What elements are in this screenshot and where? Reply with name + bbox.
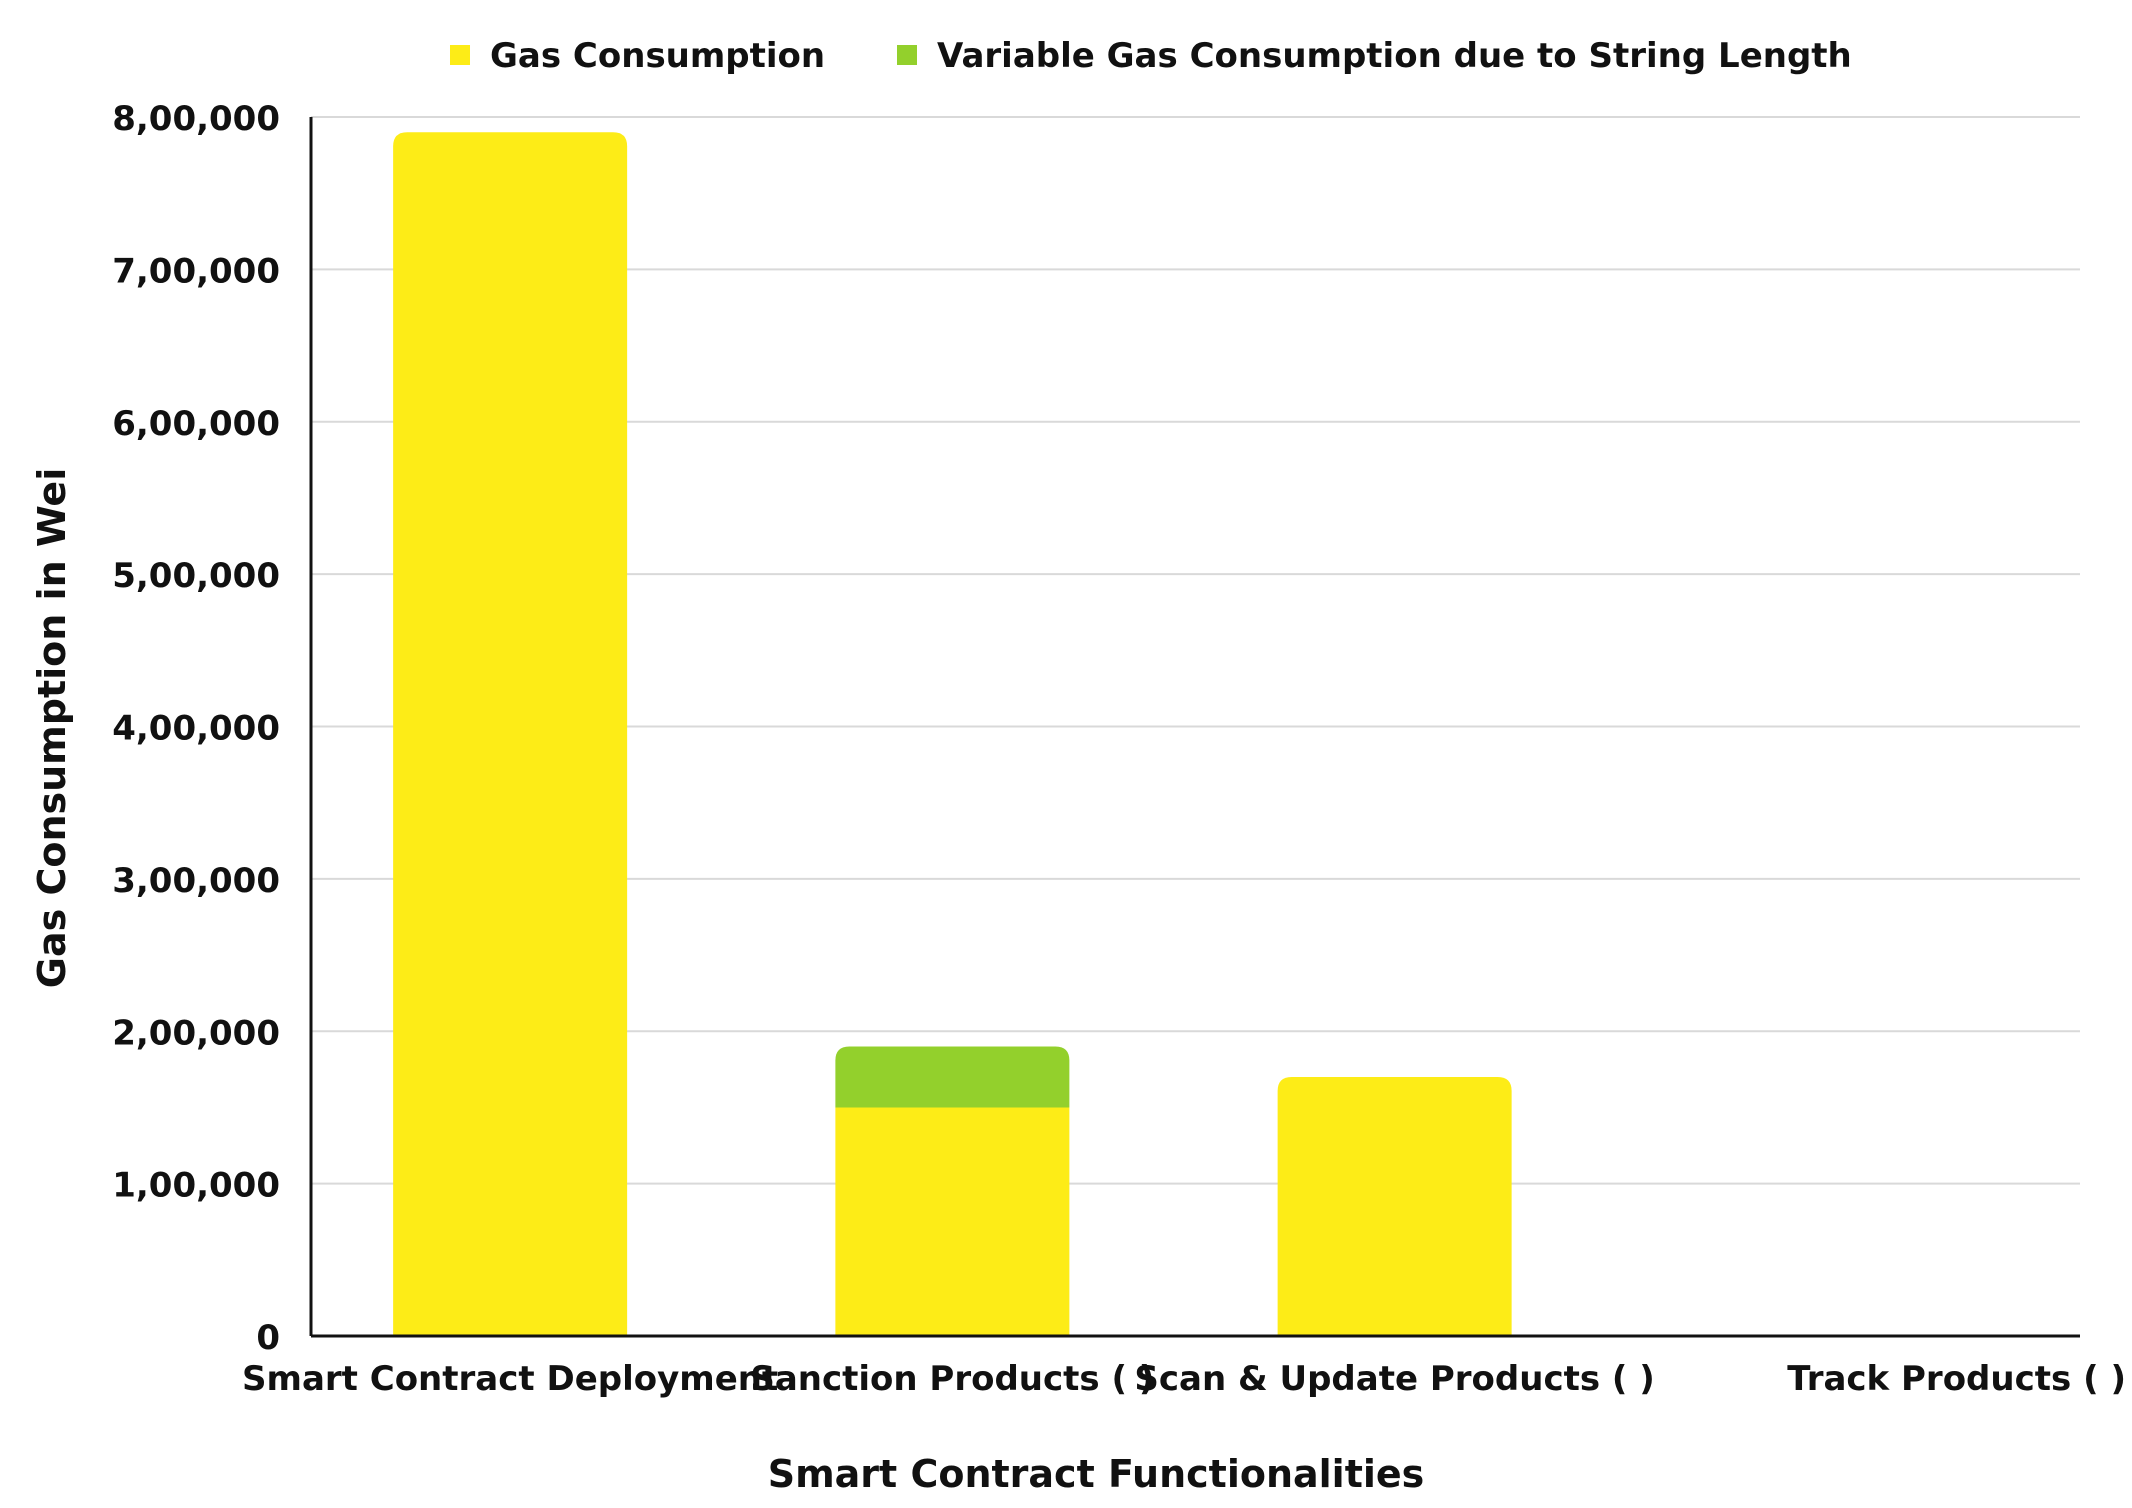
y-tick-label: 7,00,000 — [112, 251, 280, 291]
legend: Gas Consumption Variable Gas Consumption … — [450, 36, 1852, 76]
y-tick-label: 8,00,000 — [112, 99, 280, 139]
legend-label: Variable Gas Consumption due to String L… — [937, 36, 1852, 76]
bars — [393, 132, 1512, 1336]
bar-segment — [835, 1107, 1070, 1336]
bar-segment — [393, 132, 628, 1336]
y-tick-label: 3,00,000 — [112, 861, 280, 901]
legend-swatch — [897, 45, 917, 65]
y-tick-label: 0 — [256, 1318, 280, 1358]
x-tick-label: Smart Contract Deployment — [242, 1359, 778, 1399]
legend-label: Gas Consumption — [490, 36, 825, 76]
y-axis-label: Gas Consumption in Wei — [30, 468, 74, 988]
y-tick-label: 1,00,000 — [112, 1166, 280, 1206]
x-axis-label: Smart Contract Functionalities — [768, 1452, 1425, 1496]
x-tick-label: Scan & Update Products ( ) — [1134, 1359, 1654, 1399]
x-tick-label: Track Products ( ) — [1787, 1359, 2126, 1399]
y-tick-label: 5,00,000 — [112, 556, 280, 596]
bar-segment — [835, 1046, 1070, 1108]
bar-segment — [1277, 1076, 1512, 1336]
axes — [309, 117, 2080, 1338]
x-tick-label: Sanction Products ( ) — [750, 1359, 1154, 1399]
legend-swatch — [450, 45, 470, 65]
y-tick-label: 6,00,000 — [112, 404, 280, 444]
y-axis-tick-labels: 0 1,00,000 2,00,000 3,00,000 4,00,000 5,00,00… — [112, 99, 280, 1358]
y-tick-label: 2,00,000 — [112, 1013, 280, 1053]
y-tick-label: 4,00,000 — [112, 709, 280, 749]
